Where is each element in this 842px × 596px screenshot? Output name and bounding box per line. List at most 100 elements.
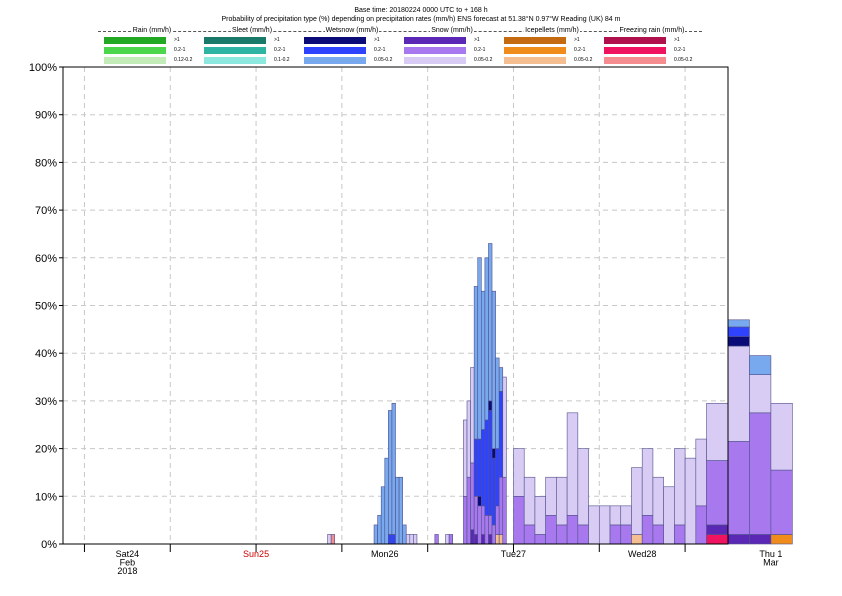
bar-segment xyxy=(577,524,589,545)
legend-swatch xyxy=(604,47,666,54)
chart-title: Base time: 20180224 0000 UTC to + 168 h xyxy=(354,7,488,14)
bar-segment xyxy=(770,402,793,471)
bar-segment xyxy=(770,469,793,535)
bar-segment xyxy=(749,374,772,414)
bar-segment xyxy=(498,534,504,545)
bar-segment xyxy=(502,476,507,545)
legend-group-title: Rain (mm/h) xyxy=(102,27,202,35)
bar-segment xyxy=(727,319,750,328)
bar-segment xyxy=(434,534,439,545)
bar-segment xyxy=(327,534,332,545)
legend-group-title-text: Rain (mm/h) xyxy=(131,27,173,34)
legend-group-title-text: Freezing rain (mm/h) xyxy=(618,27,686,34)
bar-segment xyxy=(481,290,486,430)
legend-swatch xyxy=(404,57,466,64)
x-tick-label: Mon26 xyxy=(371,549,399,559)
bar-segment xyxy=(402,524,407,545)
bar-segment xyxy=(727,534,750,545)
legend-label: >1 xyxy=(574,37,580,43)
y-tick-label: 10% xyxy=(35,491,57,503)
legend-label: 0.2-1 xyxy=(574,47,586,53)
bar-segment xyxy=(513,495,525,545)
legend-swatch xyxy=(504,47,566,54)
legend-label: 0.2-1 xyxy=(374,47,386,53)
legend-swatch xyxy=(504,37,566,44)
bar-segment xyxy=(448,534,454,545)
legend-group: Sleet (mm/h) >1 0.2-1 0.1-0.2 xyxy=(202,27,302,67)
bar-segment xyxy=(395,476,400,545)
chart-subtitle: Probability of precipitation type (%) de… xyxy=(221,16,621,23)
bar-segment xyxy=(391,402,396,535)
bar-segment xyxy=(488,243,493,402)
bar-segment xyxy=(770,534,793,545)
bar-segment xyxy=(488,400,493,411)
bar-segment xyxy=(534,495,546,535)
bar-segment xyxy=(473,534,479,545)
bar-segment xyxy=(620,524,632,545)
legend-label: 0.2-1 xyxy=(674,47,686,53)
legend-swatch xyxy=(304,47,366,54)
bar-segment xyxy=(609,505,622,526)
legend-swatch xyxy=(204,57,266,64)
bar-segment xyxy=(652,524,664,545)
bar-segment xyxy=(473,495,479,535)
x-tick-label: Wed28 xyxy=(628,549,656,559)
legend-group: Freezing rain (mm/h) >1 0.2-1 0.05-0.2 xyxy=(602,27,702,67)
y-tick-label: 30% xyxy=(35,396,57,408)
legend-swatch xyxy=(604,37,666,44)
bar-segment xyxy=(706,460,729,526)
bar-segment xyxy=(674,524,686,545)
bar-segment xyxy=(749,412,772,535)
bar-segment xyxy=(727,336,750,347)
bar-segment xyxy=(652,476,664,526)
x-tick-label: Sat24 xyxy=(116,549,140,559)
bar-segment xyxy=(523,524,536,545)
bar-segment xyxy=(398,476,403,545)
bar-segment xyxy=(498,476,504,535)
y-tick-label: 50% xyxy=(35,301,57,313)
legend-group-title-text: Sleet (mm/h) xyxy=(230,27,274,34)
y-tick-label: 80% xyxy=(35,157,57,169)
bar-segment xyxy=(502,376,507,478)
bar-segment xyxy=(749,534,772,545)
bar-segment xyxy=(481,534,486,545)
legend-group-title-text: Icepellets (mm/h) xyxy=(524,27,580,34)
bar-segment xyxy=(588,505,600,545)
legend-group-title: Sleet (mm/h) xyxy=(202,27,302,35)
y-tick-label: 20% xyxy=(35,444,57,456)
legend-swatch xyxy=(304,57,366,64)
bar-segment xyxy=(463,495,468,545)
legend-label: 0.2-1 xyxy=(474,47,486,53)
bar-segment xyxy=(727,345,750,442)
legend-swatch xyxy=(404,47,466,54)
bar-segment xyxy=(566,412,579,516)
y-tick-label: 0% xyxy=(41,539,57,551)
legend-group: Icepellets (mm/h) >1 0.2-1 0.05-0.2 xyxy=(502,27,602,67)
bar-segment xyxy=(523,476,536,526)
bar-segment xyxy=(484,257,489,421)
legend-label: 0.05-0.2 xyxy=(474,57,493,63)
bar-segment xyxy=(727,441,750,535)
bar-segment xyxy=(706,402,729,461)
legend-swatch xyxy=(204,37,266,44)
bar-segment xyxy=(556,476,568,526)
x-tick-label: 2018 xyxy=(117,566,137,576)
y-tick-label: 70% xyxy=(35,205,57,217)
bar-segment xyxy=(556,524,568,545)
x-tick-label: Thu 1 xyxy=(759,549,782,559)
bar-segment xyxy=(477,495,482,507)
legend-group-title: Wetsnow (mm/h) xyxy=(302,27,402,35)
legend-group: Snow (mm/h) >1 0.2-1 0.05-0.2 xyxy=(402,27,502,67)
bar-segment xyxy=(488,515,493,535)
legend-group-title-text: Snow (mm/h) xyxy=(430,27,474,34)
bar-segment xyxy=(513,448,525,497)
legend-swatch xyxy=(104,47,166,54)
bar-segment xyxy=(498,391,504,478)
bar-segment xyxy=(491,524,496,545)
bar-segment xyxy=(491,448,496,459)
bar-segment xyxy=(388,410,393,535)
bar-segment xyxy=(598,505,611,545)
bar-segment xyxy=(495,534,500,545)
bar-segment xyxy=(466,400,471,478)
